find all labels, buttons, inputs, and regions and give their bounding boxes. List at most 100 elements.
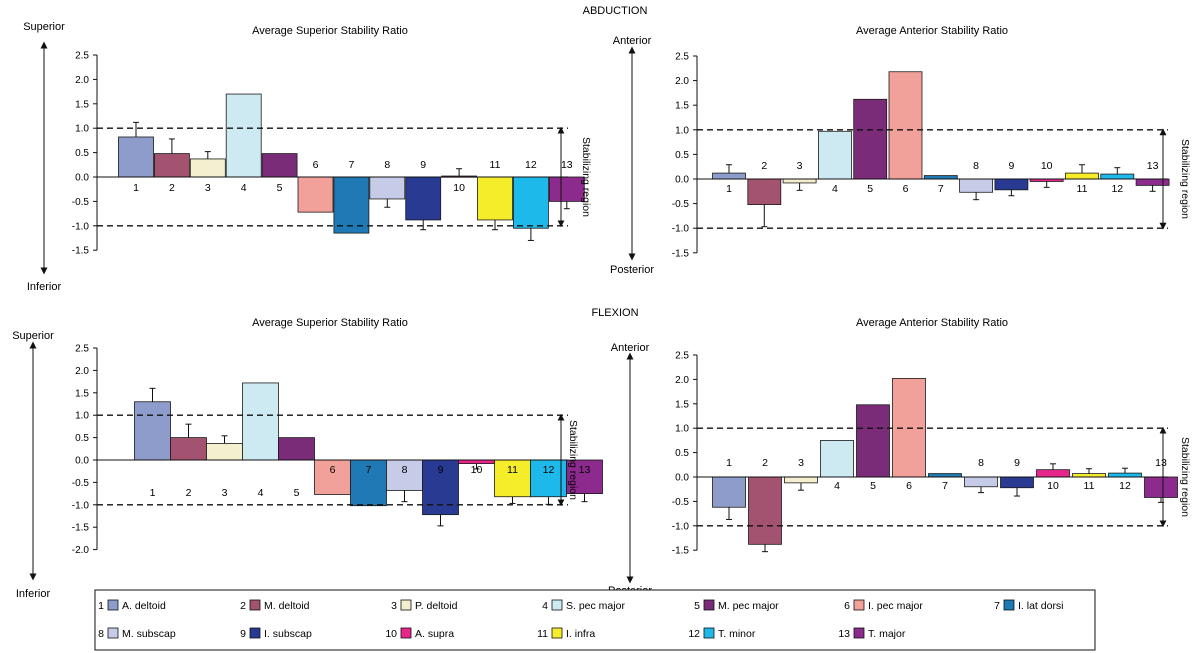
bar-9: [422, 459, 459, 516]
y-tick-label: 2.0: [675, 375, 689, 386]
category-label: 10: [1047, 480, 1059, 492]
y-tick-label: 0.5: [675, 150, 689, 161]
bar-7: [333, 176, 370, 234]
y-tick-label: 1.0: [75, 411, 89, 422]
legend-swatch: [551, 599, 563, 611]
category-label: 9: [1008, 160, 1014, 172]
category-label: 13: [1147, 160, 1159, 172]
bar-5: [261, 153, 298, 178]
bar-1: [118, 136, 154, 178]
bar-7: [923, 175, 958, 180]
bar-1: [712, 476, 746, 508]
legend-label: T. major: [868, 628, 906, 640]
bar-4: [225, 93, 262, 178]
category-label: 13: [561, 159, 573, 171]
category-label: 5: [294, 487, 300, 499]
legend-item-8: 8 M. subscap: [98, 627, 176, 640]
legend-swatch: [400, 627, 412, 639]
bar-13: [1144, 476, 1178, 498]
y-tick-label: 0.0: [75, 456, 89, 467]
legend-label: M. subscap: [122, 628, 176, 640]
legend-label: M. deltoid: [264, 600, 310, 612]
category-label: 5: [870, 480, 876, 492]
bar-1: [134, 401, 171, 461]
legend-label: T. minor: [718, 628, 756, 640]
bar-5: [853, 98, 888, 180]
bar-2: [747, 178, 782, 205]
y-tick-label: 1.0: [675, 125, 689, 136]
category-label: 5: [277, 182, 283, 194]
category-label: 11: [490, 159, 501, 171]
category-label: 2: [169, 182, 175, 194]
bar-2: [748, 476, 782, 545]
y-tick-label: -1.0: [672, 224, 690, 235]
category-label: 11: [1077, 183, 1088, 195]
bar-4: [818, 130, 852, 180]
y-tick-label: 2.5: [75, 344, 89, 355]
y-tick-label: 0.0: [675, 175, 689, 186]
y-tick-label: -0.5: [72, 478, 90, 489]
bar-9: [1000, 476, 1034, 489]
bar-5: [856, 404, 890, 478]
legend-number: 5: [694, 600, 700, 612]
category-label: 7: [366, 464, 372, 476]
legend-swatch: [107, 627, 119, 639]
legend-item-4: 4 S. pec major: [542, 599, 625, 612]
y-tick-label: 1.5: [675, 101, 689, 112]
category-label: 5: [867, 183, 873, 195]
bar-7: [928, 473, 962, 478]
y-tick-label: 1.5: [75, 99, 89, 110]
legend-label: I. subscap: [264, 628, 312, 640]
legend-swatch: [551, 627, 563, 639]
category-label: 6: [906, 480, 912, 492]
direction-label-bottom: Posterior: [610, 264, 654, 276]
y-tick-label: -0.5: [672, 497, 690, 508]
y-tick-label: 0.5: [75, 148, 89, 159]
legend-number: 1: [98, 600, 104, 612]
chart-flexion-anterior: Average Anterior Stability Ratio 2.5 2.0 1.…: [608, 317, 1191, 597]
legend-label: I. lat dorsi: [1018, 600, 1064, 612]
y-tick-label: 2.0: [75, 75, 89, 86]
bar-8: [964, 476, 998, 488]
bar-12: [1100, 173, 1135, 180]
direction-label-top: Anterior: [611, 342, 650, 354]
bar-6: [297, 176, 334, 213]
category-label: 12: [543, 464, 555, 476]
bar-12: [1108, 472, 1142, 478]
legend-swatch: [249, 599, 261, 611]
category-label: 10: [471, 464, 483, 476]
bar-3: [189, 158, 226, 178]
legend-item-7: 7 I. lat dorsi: [994, 599, 1064, 612]
y-tick-label: -1.5: [72, 246, 90, 257]
bar-8: [369, 176, 406, 200]
y-tick-label: -2.0: [72, 545, 90, 556]
chart-title: Average Superior Stability Ratio: [252, 25, 408, 37]
category-label: 1: [726, 457, 732, 469]
legend-item-11: 11 I. infra: [537, 627, 595, 640]
y-tick-label: -1.0: [72, 500, 90, 511]
y-tick-label: 2.0: [75, 366, 89, 377]
bar-9: [405, 176, 442, 221]
chart-abduction-anterior: Average Anterior Stability Ratio 2.5 2.0 1.…: [610, 25, 1191, 276]
category-label: 10: [453, 182, 465, 194]
legend-number: 12: [688, 628, 700, 640]
legend-item-9: 9 I. subscap: [240, 627, 312, 640]
category-label: 12: [1119, 480, 1131, 492]
legend-label: M. pec major: [718, 600, 779, 612]
direction-label-top: Superior: [23, 21, 65, 33]
bar-13: [566, 459, 603, 494]
y-tick-label: 1.0: [675, 424, 689, 435]
y-tick-label: -1.0: [72, 221, 90, 232]
bar-13: [1135, 178, 1170, 186]
category-label: 9: [438, 464, 444, 476]
bar-6: [888, 71, 923, 180]
legend: 1 A. deltoid 2 M. deltoid 3 P. deltoid 4 S. pec…: [94, 589, 1096, 651]
category-label: 8: [973, 160, 979, 172]
chart-title: Average Superior Stability Ratio: [252, 317, 408, 329]
chart-flexion-superior: Average Superior Stability Ratio 2.5 2.0 1.…: [12, 317, 603, 600]
bar-3: [784, 476, 818, 484]
bar-13: [548, 176, 585, 202]
direction-label-bottom: Inferior: [16, 588, 51, 600]
legend-swatch: [249, 627, 261, 639]
